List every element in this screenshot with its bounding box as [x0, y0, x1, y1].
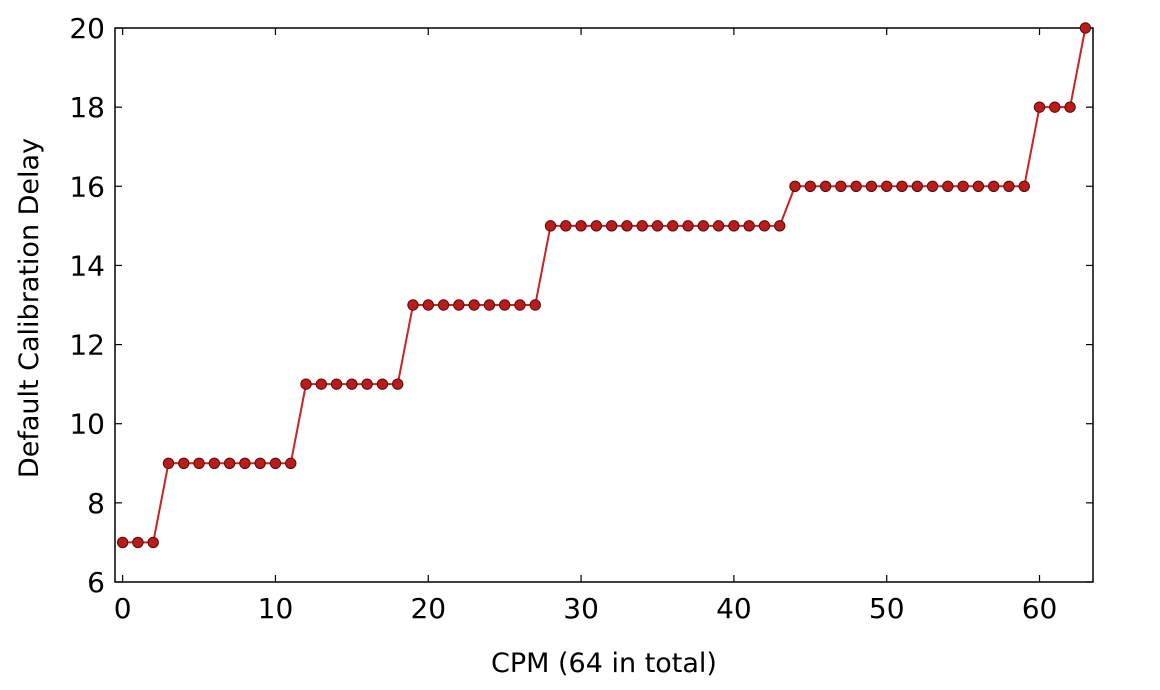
data-point — [514, 299, 526, 311]
y-tick-label: 16 — [69, 170, 105, 203]
data-point — [911, 180, 923, 192]
data-point — [1018, 180, 1030, 192]
data-point — [575, 220, 587, 232]
data-point — [422, 299, 434, 311]
plot-frame — [114, 27, 1094, 583]
data-point — [651, 220, 664, 232]
data-point — [865, 180, 878, 192]
x-tick-label: 30 — [563, 592, 599, 625]
data-point — [1003, 180, 1015, 192]
data-point — [269, 457, 282, 469]
x-tick-label: 20 — [410, 592, 446, 625]
data-point — [346, 378, 358, 390]
data-point — [300, 378, 312, 390]
x-tick-labels: 0 10 20 30 40 50 60 — [114, 592, 1058, 625]
data-point — [437, 299, 450, 311]
data-point — [789, 180, 801, 192]
y-tick-label: 10 — [69, 408, 105, 441]
y-tick-label: 20 — [69, 12, 105, 45]
data-point — [636, 220, 648, 232]
data-point — [178, 457, 190, 469]
data-point — [1049, 101, 1061, 113]
data-point — [621, 220, 633, 232]
x-tick-label: 0 — [114, 592, 132, 625]
data-point — [376, 378, 389, 390]
data-point — [957, 180, 969, 192]
data-point — [987, 180, 1000, 192]
data-point — [544, 220, 557, 232]
data-point — [728, 220, 740, 232]
data-point — [132, 536, 144, 549]
data-point — [285, 457, 297, 469]
x-axis-label: CPM (64 in total) — [491, 648, 717, 679]
data-point — [392, 378, 404, 390]
data-point — [819, 180, 832, 192]
y-tick-label: 8 — [87, 487, 105, 520]
data-point — [712, 220, 725, 232]
data-point — [208, 457, 221, 469]
axis-ticks — [115, 27, 1093, 583]
data-point — [361, 378, 373, 390]
data-point — [804, 180, 816, 192]
y-tick-labels: 6 8 10 12 14 16 18 20 — [69, 12, 105, 599]
x-tick-label: 60 — [1022, 592, 1058, 625]
y-tick-label: 12 — [69, 329, 105, 362]
data-point — [147, 536, 159, 549]
data-point — [697, 220, 710, 232]
data-point — [315, 378, 327, 390]
y-tick-label: 6 — [87, 566, 105, 599]
y-tick-label: 14 — [69, 249, 105, 282]
x-tick-label: 10 — [258, 592, 294, 625]
data-point — [835, 180, 847, 192]
data-point — [239, 457, 251, 469]
data-point — [896, 180, 908, 192]
y-axis-label: Default Calibration Delay — [14, 138, 45, 478]
x-tick-label: 40 — [716, 592, 752, 625]
data-point — [667, 220, 679, 232]
y-tick-label: 18 — [69, 91, 105, 124]
series-layer — [116, 22, 1092, 549]
data-point — [926, 180, 939, 192]
data-point — [682, 220, 694, 232]
data-point — [116, 536, 129, 549]
data-point — [162, 457, 175, 469]
data-point — [774, 220, 786, 232]
data-point — [330, 378, 343, 390]
data-point — [468, 299, 480, 311]
data-point — [407, 299, 419, 311]
data-point — [453, 299, 465, 311]
data-point — [1079, 22, 1092, 34]
data-point — [193, 457, 205, 469]
x-tick-label: 50 — [869, 592, 905, 625]
data-point — [483, 299, 496, 311]
data-point — [605, 220, 618, 232]
data-point — [254, 457, 266, 469]
data-point — [881, 180, 893, 192]
data-point — [498, 299, 511, 311]
series-line — [122, 27, 1087, 544]
data-point — [1064, 101, 1076, 113]
data-point — [223, 457, 236, 469]
data-point — [560, 220, 572, 232]
data-point — [942, 180, 954, 192]
data-point — [972, 180, 985, 192]
data-point — [758, 220, 771, 232]
data-point — [850, 180, 862, 192]
data-point — [1033, 101, 1046, 113]
data-point — [590, 220, 603, 232]
data-point — [743, 220, 755, 232]
data-point — [529, 299, 541, 311]
